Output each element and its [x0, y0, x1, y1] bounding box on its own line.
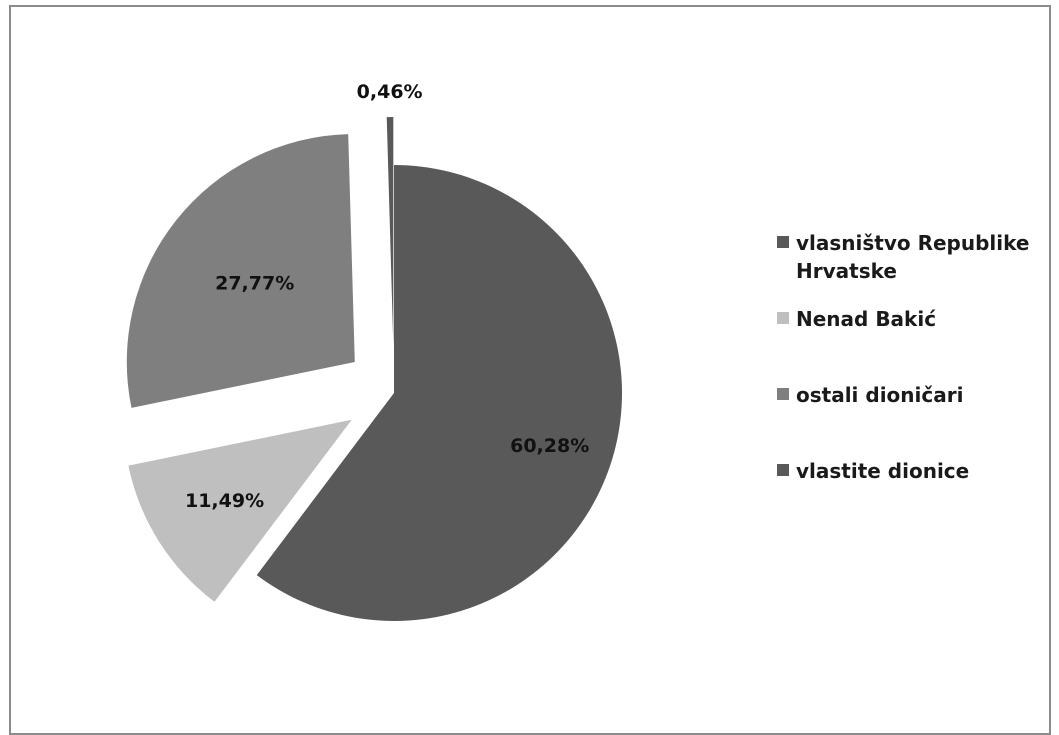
slice-label: 11,49% — [185, 490, 264, 512]
legend-swatch — [777, 236, 789, 248]
legend-item-vlasnistvo: vlasništvo Republike Hrvatske — [777, 229, 1056, 285]
legend-label: ostali dioničari — [796, 383, 964, 407]
slice-ostali-dionicari — [126, 134, 355, 408]
legend-swatch — [777, 388, 789, 400]
legend-swatch — [777, 312, 789, 324]
legend-label: vlastite dionice — [796, 459, 970, 483]
slice-vlasnistvo — [256, 165, 622, 621]
slice-vlastite-dionice — [386, 117, 394, 346]
pie-chart: 60,28% 11,49% 27,77% 0,46% — [126, 81, 622, 621]
legend-item-vlastite-dionice: vlastite dionice — [777, 457, 1056, 485]
slice-nenad-bakic — [128, 419, 352, 602]
slice-label: 0,46% — [357, 81, 423, 103]
slice-label: 60,28% — [510, 435, 589, 457]
slice-label: 27,77% — [215, 273, 294, 295]
chart-frame: 60,28% 11,49% 27,77% 0,46% vlasništvo Repub… — [9, 5, 1051, 735]
legend-label: vlasništvo Republike Hrvatske — [796, 231, 1030, 283]
legend-item-ostali-dionicari: ostali dioničari — [777, 381, 1056, 409]
legend-swatch — [777, 464, 789, 476]
legend-label: Nenad Bakić — [796, 307, 937, 331]
legend-item-nenad-bakic: Nenad Bakić — [777, 305, 1056, 333]
